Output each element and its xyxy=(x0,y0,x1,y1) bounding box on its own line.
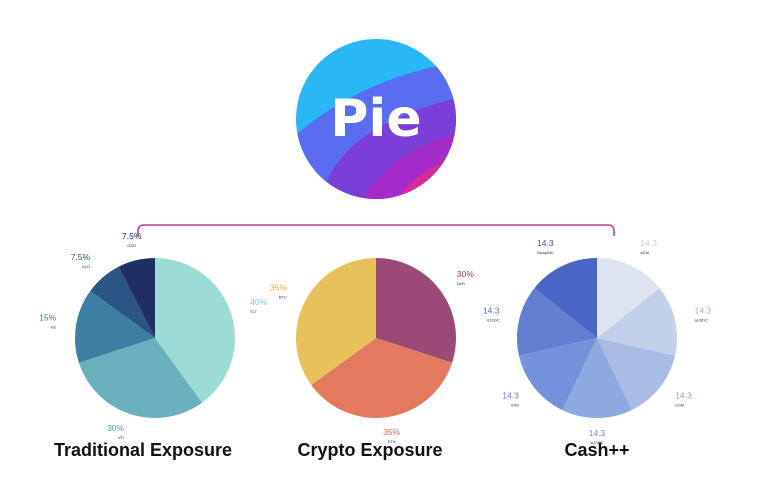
pie-slice-swapdai xyxy=(534,258,597,338)
pie-slice-defi xyxy=(376,258,456,363)
crypto-exposure-pie: 30% DeFi 35% ETH 35% BTC xyxy=(270,258,474,444)
cash-plus-plus-pie: 14.3 aDAI 14.3 aUSDC 14.3 cDAI 14.3 cUSDC 14.3 iD… xyxy=(483,238,711,445)
pie-slice-adai xyxy=(597,258,660,338)
slice-name-label: GSG xyxy=(127,243,136,248)
slice-percent-label: 14.3 xyxy=(640,238,657,248)
pie-slice-vti xyxy=(78,338,203,418)
slice-name-label: iUSDC xyxy=(487,318,499,323)
pie-slice-gld xyxy=(90,266,155,338)
slice-name-label: ETH xyxy=(388,439,396,444)
slice-percent-label: 35% xyxy=(270,283,287,293)
slice-name-label: TLT xyxy=(250,309,257,314)
logo-wordmark: Pie xyxy=(330,89,421,149)
pie-slice-cdai xyxy=(597,338,675,411)
slice-percent-label: 35% xyxy=(383,427,400,437)
slice-percent-label: 14.3 xyxy=(675,390,692,400)
slice-name-label: aUSDC xyxy=(695,318,709,323)
pie-slice-iusdc xyxy=(517,288,597,356)
pie-slice-idai xyxy=(519,338,597,411)
slice-name-label: cDAI xyxy=(675,402,684,407)
cash-plus-plus-title: Cash++ xyxy=(564,440,630,460)
slice-percent-label: 7.5% xyxy=(122,231,142,241)
slice-percent-label: 14.3 xyxy=(695,306,712,316)
slice-percent-label: 30% xyxy=(107,423,124,433)
slice-percent-label: 15% xyxy=(39,312,56,322)
pie-slice-cusdc xyxy=(562,338,632,419)
slice-percent-label: 30% xyxy=(457,269,474,279)
slice-percent-label: 14.3 xyxy=(537,238,554,248)
pie-slice-gsg xyxy=(118,258,155,338)
connector-bracket xyxy=(137,224,615,236)
traditional-exposure-pie: 40% TLT 30% VTI 15% EE 7.5% GLD 7.5% GSG xyxy=(39,231,267,440)
slice-percent-label: 7.5% xyxy=(71,252,91,262)
crypto-exposure-title: Crypto Exposure xyxy=(297,440,443,460)
pie-slice-ausdc xyxy=(597,288,677,356)
traditional-exposure-title: Traditional Exposure xyxy=(53,440,233,460)
slice-percent-label: 14.3 xyxy=(483,306,500,316)
pie-slice-tlt xyxy=(155,258,235,403)
slice-name-label: cUSDC xyxy=(590,440,603,445)
slice-name-label: GLD xyxy=(82,264,90,269)
slice-name-label: aDAI xyxy=(640,250,649,255)
slice-name-label: BTC xyxy=(279,295,287,300)
slice-percent-label: 40% xyxy=(250,297,267,307)
slice-name-label: SwapDAI xyxy=(537,250,554,255)
pie-slice-eth xyxy=(311,338,453,418)
pie-logo: Pie xyxy=(296,39,456,199)
slice-name-label: EE xyxy=(51,324,57,329)
slice-percent-label: 14.3 xyxy=(589,428,606,438)
slice-name-label: iDAI xyxy=(511,402,519,407)
slice-percent-label: 14.3 xyxy=(502,390,519,400)
slice-name-label: VTI xyxy=(118,435,124,440)
pie-slice-ee xyxy=(75,290,155,363)
pie-slice-btc xyxy=(296,258,376,386)
slice-name-label: DeFi xyxy=(457,281,466,286)
